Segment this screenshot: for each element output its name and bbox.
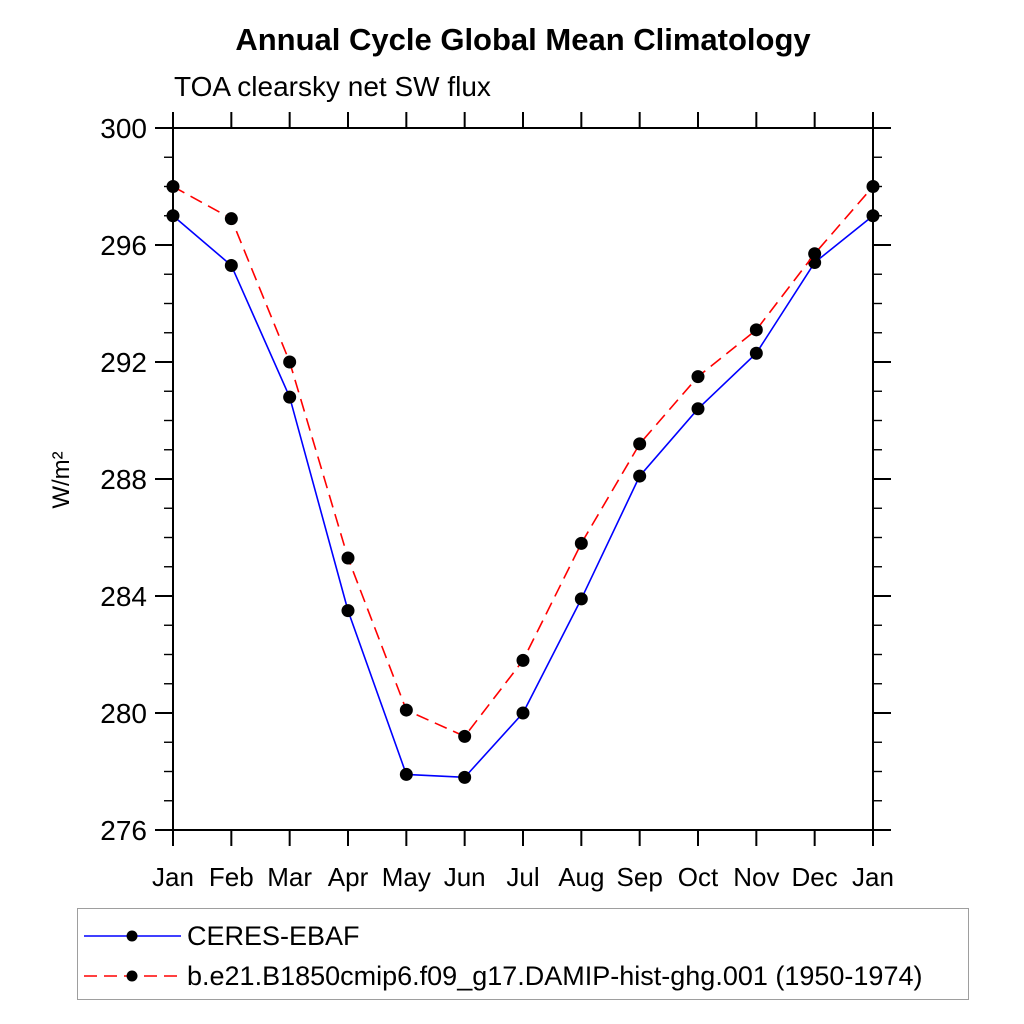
data-point-marker [866, 180, 880, 193]
x-axis-tick-label: Jul [506, 862, 539, 892]
y-axis-tick-label: 292 [100, 347, 147, 378]
data-point-marker [399, 767, 413, 781]
x-axis-tick-label: Aug [558, 862, 604, 892]
legend-sample-line [84, 970, 181, 982]
data-point-marker [458, 770, 472, 784]
data-point-marker [166, 209, 180, 223]
data-point-marker [166, 180, 180, 193]
x-axis-tick-label: Oct [678, 862, 719, 892]
data-point-marker [283, 355, 297, 369]
x-axis-tick-label: Feb [209, 862, 254, 892]
y-axis-tick-label: 288 [100, 464, 147, 495]
series-line-ceres-ebaf [172, 215, 874, 779]
legend-label: b.e21.B1850cmip6.f09_g17.DAMIP-hist-ghg.… [187, 960, 923, 991]
y-axis-title: W/m² [48, 451, 75, 509]
y-axis-tick-label: 280 [100, 698, 147, 729]
x-axis-tick-label: Sep [617, 862, 663, 892]
data-point-marker [808, 247, 822, 261]
data-point-marker [458, 729, 472, 743]
legend-item: b.e21.B1850cmip6.f09_g17.DAMIP-hist-ghg.… [81, 956, 968, 996]
x-axis-tick-label: Jun [444, 862, 486, 892]
data-point-marker [516, 706, 530, 720]
data-point-marker [341, 551, 355, 565]
y-axis-tick-label: 284 [100, 581, 147, 612]
data-point-marker [691, 370, 705, 384]
x-axis-tick-label: Dec [792, 862, 838, 892]
chart-legend: CERES-EBAF b.e21.B1850cmip6.f09_g17.DAMIP… [77, 908, 969, 1000]
data-point-marker [283, 390, 297, 404]
data-point-marker [399, 703, 413, 717]
chart-title: Annual Cycle Global Mean Climatology [235, 22, 811, 57]
x-axis-tick-label: Jan [152, 862, 194, 892]
x-axis-tick-label: May [382, 862, 431, 892]
legend-label: CERES-EBAF [187, 920, 360, 951]
data-point-marker [866, 209, 880, 223]
data-point-marker [224, 258, 238, 272]
data-point-marker [224, 212, 238, 226]
legend-sample-line [84, 930, 181, 942]
data-point-marker [341, 604, 355, 618]
plot-frame [172, 127, 874, 831]
x-axis-tick-label: Mar [267, 862, 312, 892]
data-point-marker [516, 653, 530, 667]
data-point-marker [749, 346, 763, 360]
data-point-marker [633, 437, 647, 451]
data-point-marker [691, 402, 705, 416]
x-axis-tick-label: Apr [328, 862, 369, 892]
data-point-marker [574, 536, 588, 550]
legend-marker-dot [126, 970, 138, 982]
x-axis-tick-label: Nov [733, 862, 779, 892]
chart-subtitle: TOA clearsky net SW flux [174, 71, 491, 102]
data-point-marker [633, 469, 647, 483]
data-point-marker [574, 592, 588, 606]
y-axis-tick-label: 296 [100, 230, 147, 261]
data-point-marker [749, 323, 763, 337]
y-axis-tick-label: 300 [100, 113, 147, 144]
legend-item: CERES-EBAF [81, 916, 968, 956]
x-axis-tick-label: Jan [852, 862, 894, 892]
legend-marker-dot [126, 930, 138, 942]
y-axis-tick-label: 276 [100, 815, 147, 846]
